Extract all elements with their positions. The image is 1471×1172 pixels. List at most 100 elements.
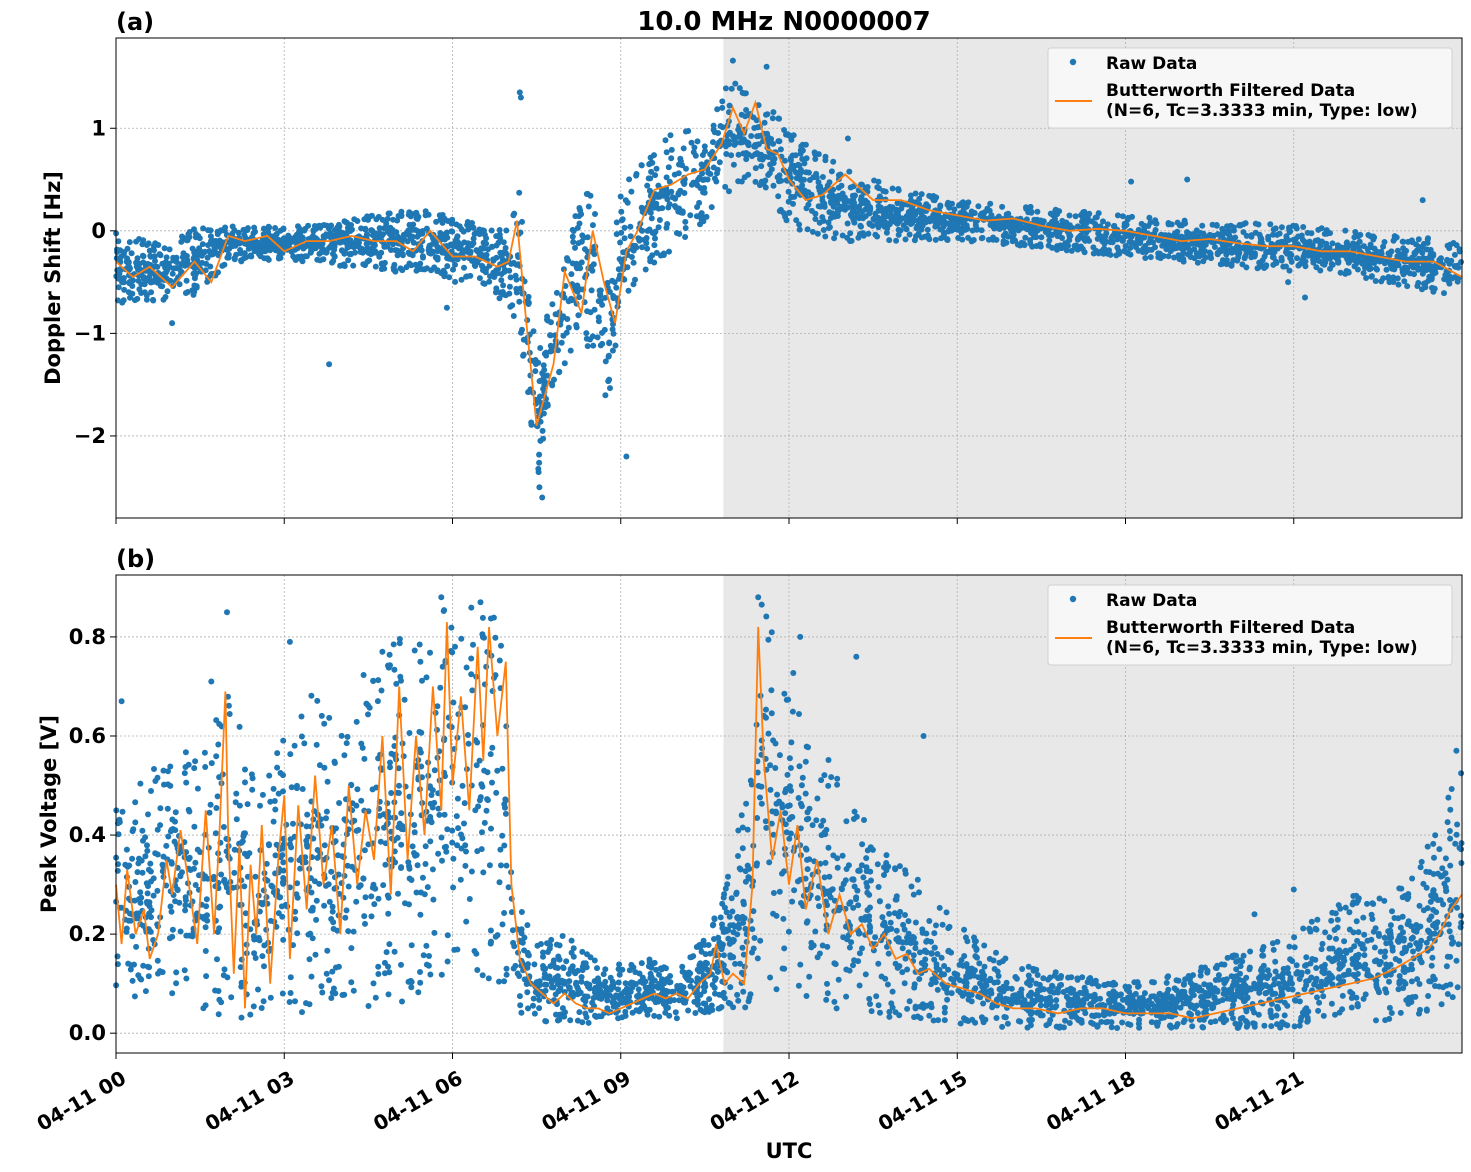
raw-data-point	[622, 197, 629, 204]
raw-data-point	[1296, 976, 1303, 982]
raw-data-point	[399, 267, 406, 274]
raw-data-point	[916, 976, 923, 982]
raw-data-point	[982, 983, 989, 990]
raw-data-point	[820, 227, 827, 233]
raw-data-point	[570, 296, 576, 303]
raw-data-point	[219, 262, 226, 269]
raw-data-point	[1335, 259, 1341, 266]
raw-data-point	[1334, 916, 1341, 923]
raw-data-point	[826, 179, 833, 186]
raw-data-point	[580, 234, 587, 241]
raw-data-point	[254, 239, 261, 246]
raw-data-point	[1415, 236, 1422, 243]
raw-data-point	[1082, 237, 1089, 244]
raw-data-point	[1454, 278, 1461, 285]
raw-data-point	[1390, 279, 1397, 285]
raw-data-point	[894, 220, 901, 227]
raw-data-point	[275, 790, 282, 797]
raw-data-point	[242, 234, 249, 241]
raw-data-point	[214, 956, 220, 963]
raw-data-point	[1287, 244, 1293, 251]
raw-data-point	[1290, 236, 1297, 243]
raw-data-point	[1372, 257, 1379, 264]
raw-data-point	[646, 187, 653, 194]
raw-data-point	[353, 718, 360, 725]
raw-data-point	[798, 900, 804, 906]
raw-data-point	[558, 339, 565, 346]
raw-data-point	[1184, 1000, 1191, 1007]
raw-data-point	[651, 259, 658, 266]
raw-data-point	[165, 833, 172, 840]
raw-data-point	[764, 111, 771, 118]
raw-data-point	[805, 169, 812, 176]
raw-data-point	[787, 132, 793, 139]
raw-data-point	[643, 236, 649, 243]
raw-data-point	[1410, 948, 1416, 955]
raw-data-point	[740, 901, 747, 908]
raw-data-point	[414, 212, 420, 219]
raw-data-point	[405, 211, 412, 218]
raw-data-point	[584, 308, 591, 315]
raw-data-point	[701, 143, 708, 150]
raw-data-point	[135, 260, 142, 267]
raw-data-point	[465, 740, 472, 747]
raw-data-point	[694, 138, 701, 145]
raw-data-point	[950, 976, 957, 983]
raw-data-point	[429, 866, 436, 873]
raw-data-point	[1296, 998, 1303, 1005]
raw-data-point	[1314, 994, 1320, 1001]
raw-data-point	[934, 951, 941, 957]
raw-data-point	[166, 246, 173, 253]
raw-data-point	[224, 247, 231, 253]
raw-data-point	[202, 948, 209, 954]
raw-data-point	[735, 126, 742, 133]
raw-data-point	[638, 204, 645, 211]
raw-data-point	[743, 151, 749, 158]
raw-data-point	[801, 176, 807, 183]
raw-data-point	[460, 228, 467, 235]
raw-data-point	[430, 896, 437, 903]
raw-data-point	[887, 219, 894, 226]
raw-data-point	[1345, 269, 1352, 276]
raw-data-outlier	[1285, 279, 1292, 286]
raw-data-point	[169, 270, 176, 277]
raw-data-point	[592, 211, 598, 217]
raw-data-point	[474, 248, 481, 255]
raw-data-point	[850, 876, 857, 883]
raw-data-point	[532, 361, 539, 367]
raw-data-point	[1211, 244, 1218, 250]
raw-data-point	[450, 266, 456, 273]
raw-data-point	[1180, 256, 1187, 262]
raw-data-point	[563, 958, 570, 965]
raw-data-point	[280, 236, 287, 243]
raw-data-point	[183, 253, 190, 259]
raw-data-point	[461, 820, 467, 827]
raw-data-point	[1037, 1002, 1044, 1009]
raw-data-point	[588, 263, 595, 270]
raw-data-point	[731, 137, 738, 144]
raw-data-point	[453, 813, 460, 820]
raw-data-point	[865, 230, 872, 237]
raw-data-point	[639, 244, 645, 251]
raw-data-point	[872, 210, 879, 217]
raw-data-point	[422, 212, 429, 219]
raw-data-point	[575, 240, 582, 247]
raw-data-point	[1202, 254, 1209, 261]
raw-data-point	[182, 907, 189, 914]
raw-data-outlier	[326, 361, 333, 368]
raw-data-point	[921, 214, 928, 221]
raw-data-point	[618, 229, 625, 236]
raw-data-point	[244, 227, 251, 234]
raw-data-point	[1011, 222, 1018, 228]
raw-data-point	[204, 254, 211, 261]
raw-data-point	[1400, 238, 1407, 245]
raw-data-point	[1323, 240, 1330, 247]
raw-data-point	[1441, 290, 1447, 297]
raw-data-point	[977, 212, 984, 219]
raw-data-point	[1404, 283, 1411, 290]
raw-data-point	[1278, 254, 1285, 261]
raw-data-point	[816, 187, 823, 194]
raw-data-point	[1074, 246, 1081, 253]
raw-data-point	[560, 964, 567, 971]
raw-data-point	[342, 914, 349, 921]
